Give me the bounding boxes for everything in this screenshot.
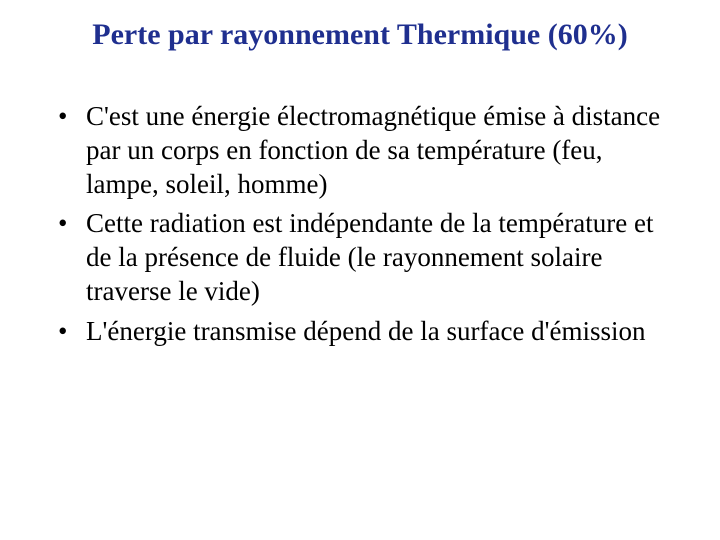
list-item: Cette radiation est indépendante de la t…: [58, 207, 680, 308]
list-item: C'est une énergie électromagnétique émis…: [58, 100, 680, 201]
list-item: L'énergie transmise dépend de la surface…: [58, 315, 680, 349]
slide-title: Perte par rayonnement Thermique (60%): [40, 18, 680, 52]
slide: Perte par rayonnement Thermique (60%) C'…: [0, 0, 720, 540]
bullet-list: C'est une énergie électromagnétique émis…: [40, 100, 680, 348]
